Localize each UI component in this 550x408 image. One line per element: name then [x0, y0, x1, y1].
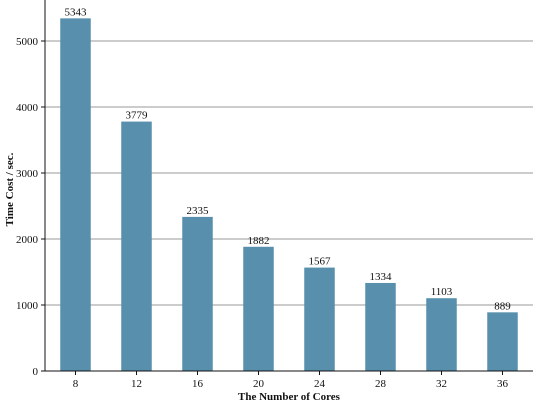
x-axis-title: The Number of Cores [238, 391, 341, 403]
x-tick-label: 24 [314, 378, 326, 390]
x-tick-label: 12 [131, 378, 142, 390]
y-tick-label: 0 [33, 366, 39, 378]
x-tick-label: 36 [497, 378, 509, 390]
bar [487, 312, 518, 371]
bar-value-label: 1334 [370, 271, 393, 283]
bar [426, 298, 457, 371]
bar [60, 18, 91, 371]
bar [304, 267, 335, 371]
y-axis-ticks: 0 1000 2000 3000 4000 5000 [16, 36, 45, 378]
x-tick-label: 28 [375, 378, 387, 390]
bar [182, 216, 213, 371]
bar-value-label: 889 [494, 300, 511, 312]
x-tick-label: 32 [436, 378, 447, 390]
y-axis-title: Time Cost / sec. [4, 152, 16, 226]
bar [121, 121, 152, 371]
x-tick-label: 8 [73, 378, 79, 390]
y-tick-label: 2000 [16, 234, 39, 246]
bar [365, 282, 396, 371]
bar-value-label: 1567 [309, 256, 332, 268]
x-tick-label: 20 [253, 378, 265, 390]
bar-value-label: 1882 [248, 235, 270, 247]
bar-value-labels: 5343 3779 2335 1882 1567 1334 1103 889 [65, 6, 512, 312]
bar [243, 246, 274, 371]
y-tick-label: 1000 [16, 300, 39, 312]
bar-value-label: 2335 [187, 205, 210, 217]
bars [60, 18, 518, 371]
y-tick-label: 4000 [16, 102, 39, 114]
gridlines [45, 40, 533, 306]
bar-value-label: 1103 [431, 286, 453, 298]
y-tick-label: 5000 [16, 36, 39, 48]
bar-value-label: 3779 [126, 110, 149, 122]
y-tick-label: 3000 [16, 168, 39, 180]
x-tick-label: 16 [192, 378, 204, 390]
x-axis-ticks: 8 12 16 20 24 28 32 36 [73, 371, 509, 390]
bar-value-label: 5343 [65, 6, 88, 18]
